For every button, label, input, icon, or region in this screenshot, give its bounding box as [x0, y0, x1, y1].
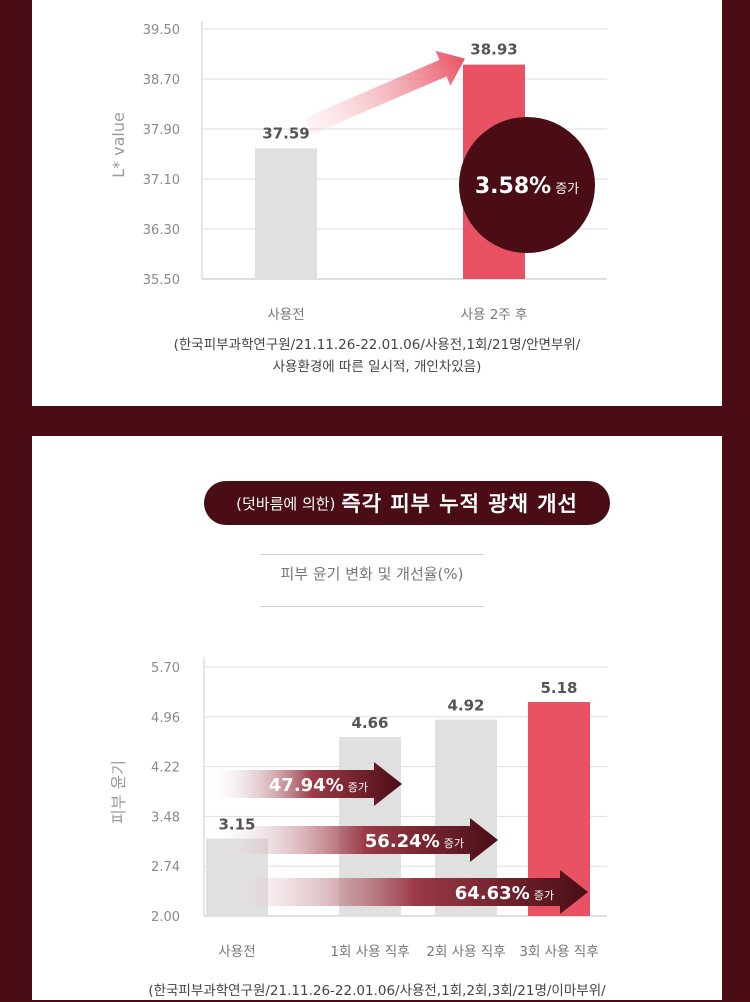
y-tick-label: 2.74: [151, 860, 180, 875]
headline-pill: (덧바름에 의한) 즉각 피부 누적 광채 개선: [204, 481, 610, 525]
bar-value-label: 4.92: [447, 696, 484, 714]
subtitle-rule-bottom: [260, 606, 484, 607]
y-tick-label: 35.50: [143, 273, 180, 288]
chart-1: 3.58% 증가 39.50 38.70 37.90 37.10 36.30 35.50 L*…: [109, 21, 607, 323]
bar-value-label: 5.18: [540, 679, 577, 697]
y-tick-label: 39.50: [143, 23, 180, 38]
bar-value-label: 38.93: [470, 41, 517, 59]
y-axis-label: 피부 윤기: [109, 760, 128, 824]
x-tick-label: 사용전: [218, 944, 255, 960]
increase-percent-label: 3.58% 증가: [475, 174, 579, 199]
y-tick-label: 5.70: [151, 661, 180, 676]
y-tick-label: 2.00: [151, 910, 180, 925]
growth-arrow: [304, 50, 466, 135]
y-tick-label: 37.90: [143, 123, 180, 138]
x-tick-label: 사용전: [267, 307, 304, 323]
increase-arrow: [204, 762, 402, 806]
y-tick-label: 3.48: [151, 810, 180, 825]
chart-2: 47.94% 증가 56.24% 증가 64.63% 증가 5.70 4.96 4.22 3.4…: [109, 657, 607, 960]
y-tick-label: 36.30: [143, 223, 180, 238]
source-note-1-line-1: (한국피부과학연구원/21.11.26-22.01.06/사용전,1회/21명/…: [173, 337, 581, 353]
x-tick-label: 3회 사용 직후: [519, 944, 598, 960]
y-tick-label: 38.70: [143, 73, 180, 88]
source-note-2-line-1: (한국피부과학연구원/21.11.26-22.01.06/사용전,1회,2회,3…: [148, 983, 606, 999]
x-tick-label: 사용 2주 후: [461, 307, 528, 323]
subtitle-rule-top: [260, 554, 484, 555]
x-tick-label: 2회 사용 직후: [426, 944, 505, 960]
bar: [255, 148, 317, 279]
headline-big: 즉각 피부 누적 광채 개선: [341, 492, 578, 516]
increase-circle: [459, 117, 595, 253]
bar-value-label: 3.15: [218, 816, 255, 834]
increase-arrow-label: 56.24% 증가: [365, 831, 464, 852]
y-tick-label: 37.10: [143, 173, 180, 188]
chart-panel-1: 3.58% 증가 39.50 38.70 37.90 37.10 36.30 35.50 L*…: [32, 0, 722, 406]
increase-arrow: [204, 818, 498, 862]
bar-value-label: 4.66: [351, 714, 388, 732]
source-note-1-line-2: 사용환경에 따른 일시적, 개인차있음): [272, 359, 482, 375]
headline-small: (덧바름에 의한): [236, 494, 336, 513]
y-tick-label: 4.96: [151, 711, 180, 726]
increase-arrow: [204, 870, 588, 914]
chart-subtitle: 피부 윤기 변화 및 개선율(%): [280, 565, 464, 583]
growth-arrow-shape: [304, 50, 466, 135]
chart-panel-2: (덧바름에 의한) 즉각 피부 누적 광채 개선 피부 윤기 변화 및 개선율(…: [32, 436, 722, 1000]
bar-value-label: 37.59: [262, 124, 309, 142]
x-tick-label: 1회 사용 직후: [330, 944, 409, 960]
increase-arrow-label: 47.94% 증가: [269, 775, 368, 796]
y-tick-label: 4.22: [151, 761, 180, 776]
y-axis-label: L* value: [109, 112, 128, 178]
increase-arrow-label: 64.63% 증가: [455, 883, 554, 904]
